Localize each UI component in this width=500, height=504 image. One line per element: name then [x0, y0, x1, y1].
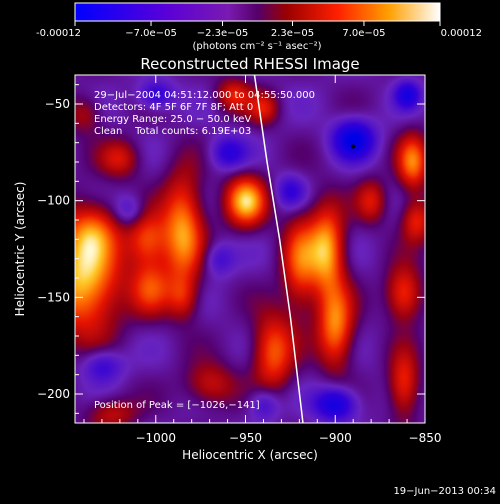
colorbar-tick-label: 0.00012	[441, 28, 482, 39]
peak-position-label: Position of Peak = [−1026,−141]	[94, 400, 260, 411]
annotation-time-range: 29−Jul−2004 04:51:12.000 to 04:55:50.000	[94, 90, 315, 101]
colorbar-tick-label: −2.3e−05	[197, 28, 249, 39]
chart-title: Reconstructed RHESSI Image	[140, 55, 359, 73]
colorbar	[74, 2, 441, 22]
solar-limb-curve	[253, 75, 304, 423]
colorbar-tick-label: −7.0e−05	[125, 28, 177, 39]
y-tick-label: −200	[37, 387, 70, 401]
colorbar-tick-label: -0.00012	[36, 28, 81, 39]
plot-frame	[74, 74, 426, 424]
annotation-detectors: Detectors: 4F 5F 6F 7F 8F; Att 0	[94, 102, 253, 113]
peak-marker	[351, 144, 356, 149]
y-tick-label: −50	[45, 97, 70, 111]
annotation-clean-counts: Clean Total counts: 6.19E+03	[94, 126, 251, 137]
y-tick-label: −100	[37, 194, 70, 208]
colorbar-ticks: -0.00012 −7.0e−05 −2.3e−05 2.3e−05 7.0e−05 0.…	[36, 21, 482, 39]
x-axis-label: Heliocentric X (arcsec)	[182, 448, 318, 462]
colorbar-units: (photons cm⁻² s⁻¹ asec⁻²)	[192, 41, 321, 52]
colorbar-tick-label: 7.0e−05	[342, 28, 385, 39]
y-axis-label: Heliocentric Y (arcsec)	[13, 182, 27, 317]
footer-timestamp: 19−Jun−2013 00:34	[393, 486, 496, 497]
x-tick-label: −850	[409, 431, 442, 445]
x-tick-label: −900	[319, 431, 352, 445]
colorbar-tick-label: 2.3e−05	[271, 28, 314, 39]
y-tick-label: −150	[37, 290, 70, 304]
y-axis-ticks: −50 −100 −150 −200	[37, 84, 425, 414]
heatmap-image	[75, 75, 425, 423]
x-tick-label: −1000	[135, 431, 176, 445]
x-tick-label: −950	[229, 431, 262, 445]
annotation-energy-range: Energy Range: 25.0 − 50.0 keV	[94, 114, 251, 125]
x-axis-ticks: −1000 −950 −900 −850	[83, 75, 442, 445]
